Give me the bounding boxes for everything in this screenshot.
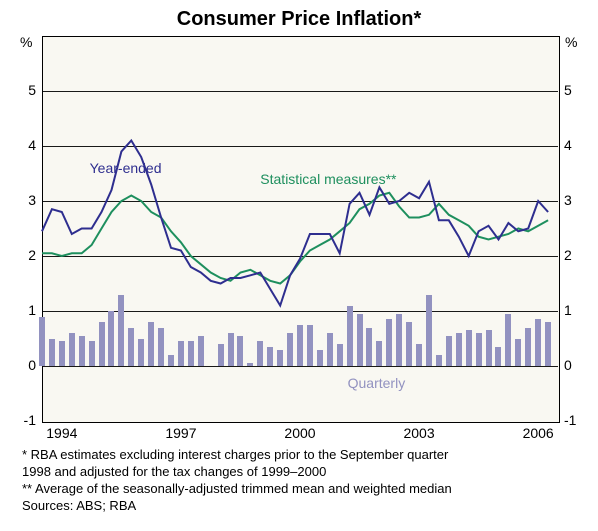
quarterly-label: Quarterly: [348, 375, 406, 391]
year-ended-label: Year-ended: [90, 160, 162, 176]
statistical-label: Statistical measures**: [260, 171, 396, 187]
statistical-line: [42, 193, 548, 284]
chart-container: Consumer Price Inflation* * RBA estimate…: [0, 0, 598, 531]
lines-svg: [0, 0, 598, 531]
